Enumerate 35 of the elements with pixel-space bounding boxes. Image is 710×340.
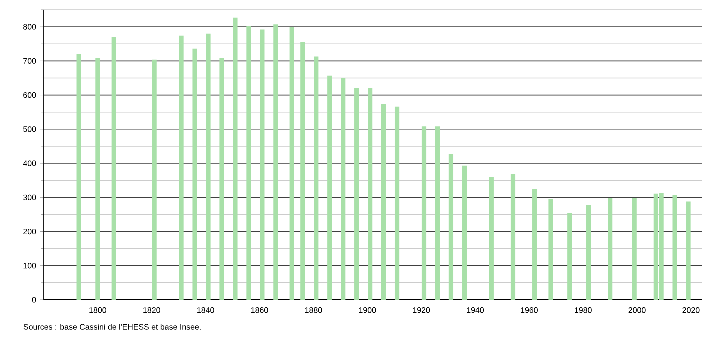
bar <box>686 202 691 300</box>
bar <box>179 36 184 300</box>
bar <box>381 104 386 300</box>
bar <box>586 205 592 300</box>
bar <box>532 189 538 300</box>
bar <box>632 198 637 300</box>
bar <box>368 88 373 300</box>
bar <box>448 154 454 300</box>
bar <box>608 198 613 300</box>
bar <box>568 213 572 300</box>
bar <box>192 48 198 300</box>
bar <box>435 126 440 300</box>
bar <box>300 42 306 300</box>
bar <box>394 106 400 300</box>
bar <box>462 166 467 300</box>
bar <box>246 26 252 300</box>
bar <box>510 174 516 300</box>
bar <box>220 58 224 300</box>
bar <box>354 88 360 300</box>
bar <box>672 195 678 300</box>
bar <box>260 30 265 300</box>
bar <box>422 126 427 300</box>
bar <box>290 27 294 300</box>
bar <box>341 78 346 300</box>
bar <box>152 60 157 300</box>
bar <box>328 76 332 300</box>
bar <box>489 177 494 300</box>
bar <box>96 58 100 300</box>
bar <box>233 18 238 300</box>
bar <box>76 54 82 300</box>
bar <box>206 34 211 300</box>
bar <box>274 24 278 300</box>
bar <box>314 56 319 300</box>
bar <box>112 36 116 300</box>
bar <box>548 199 554 300</box>
